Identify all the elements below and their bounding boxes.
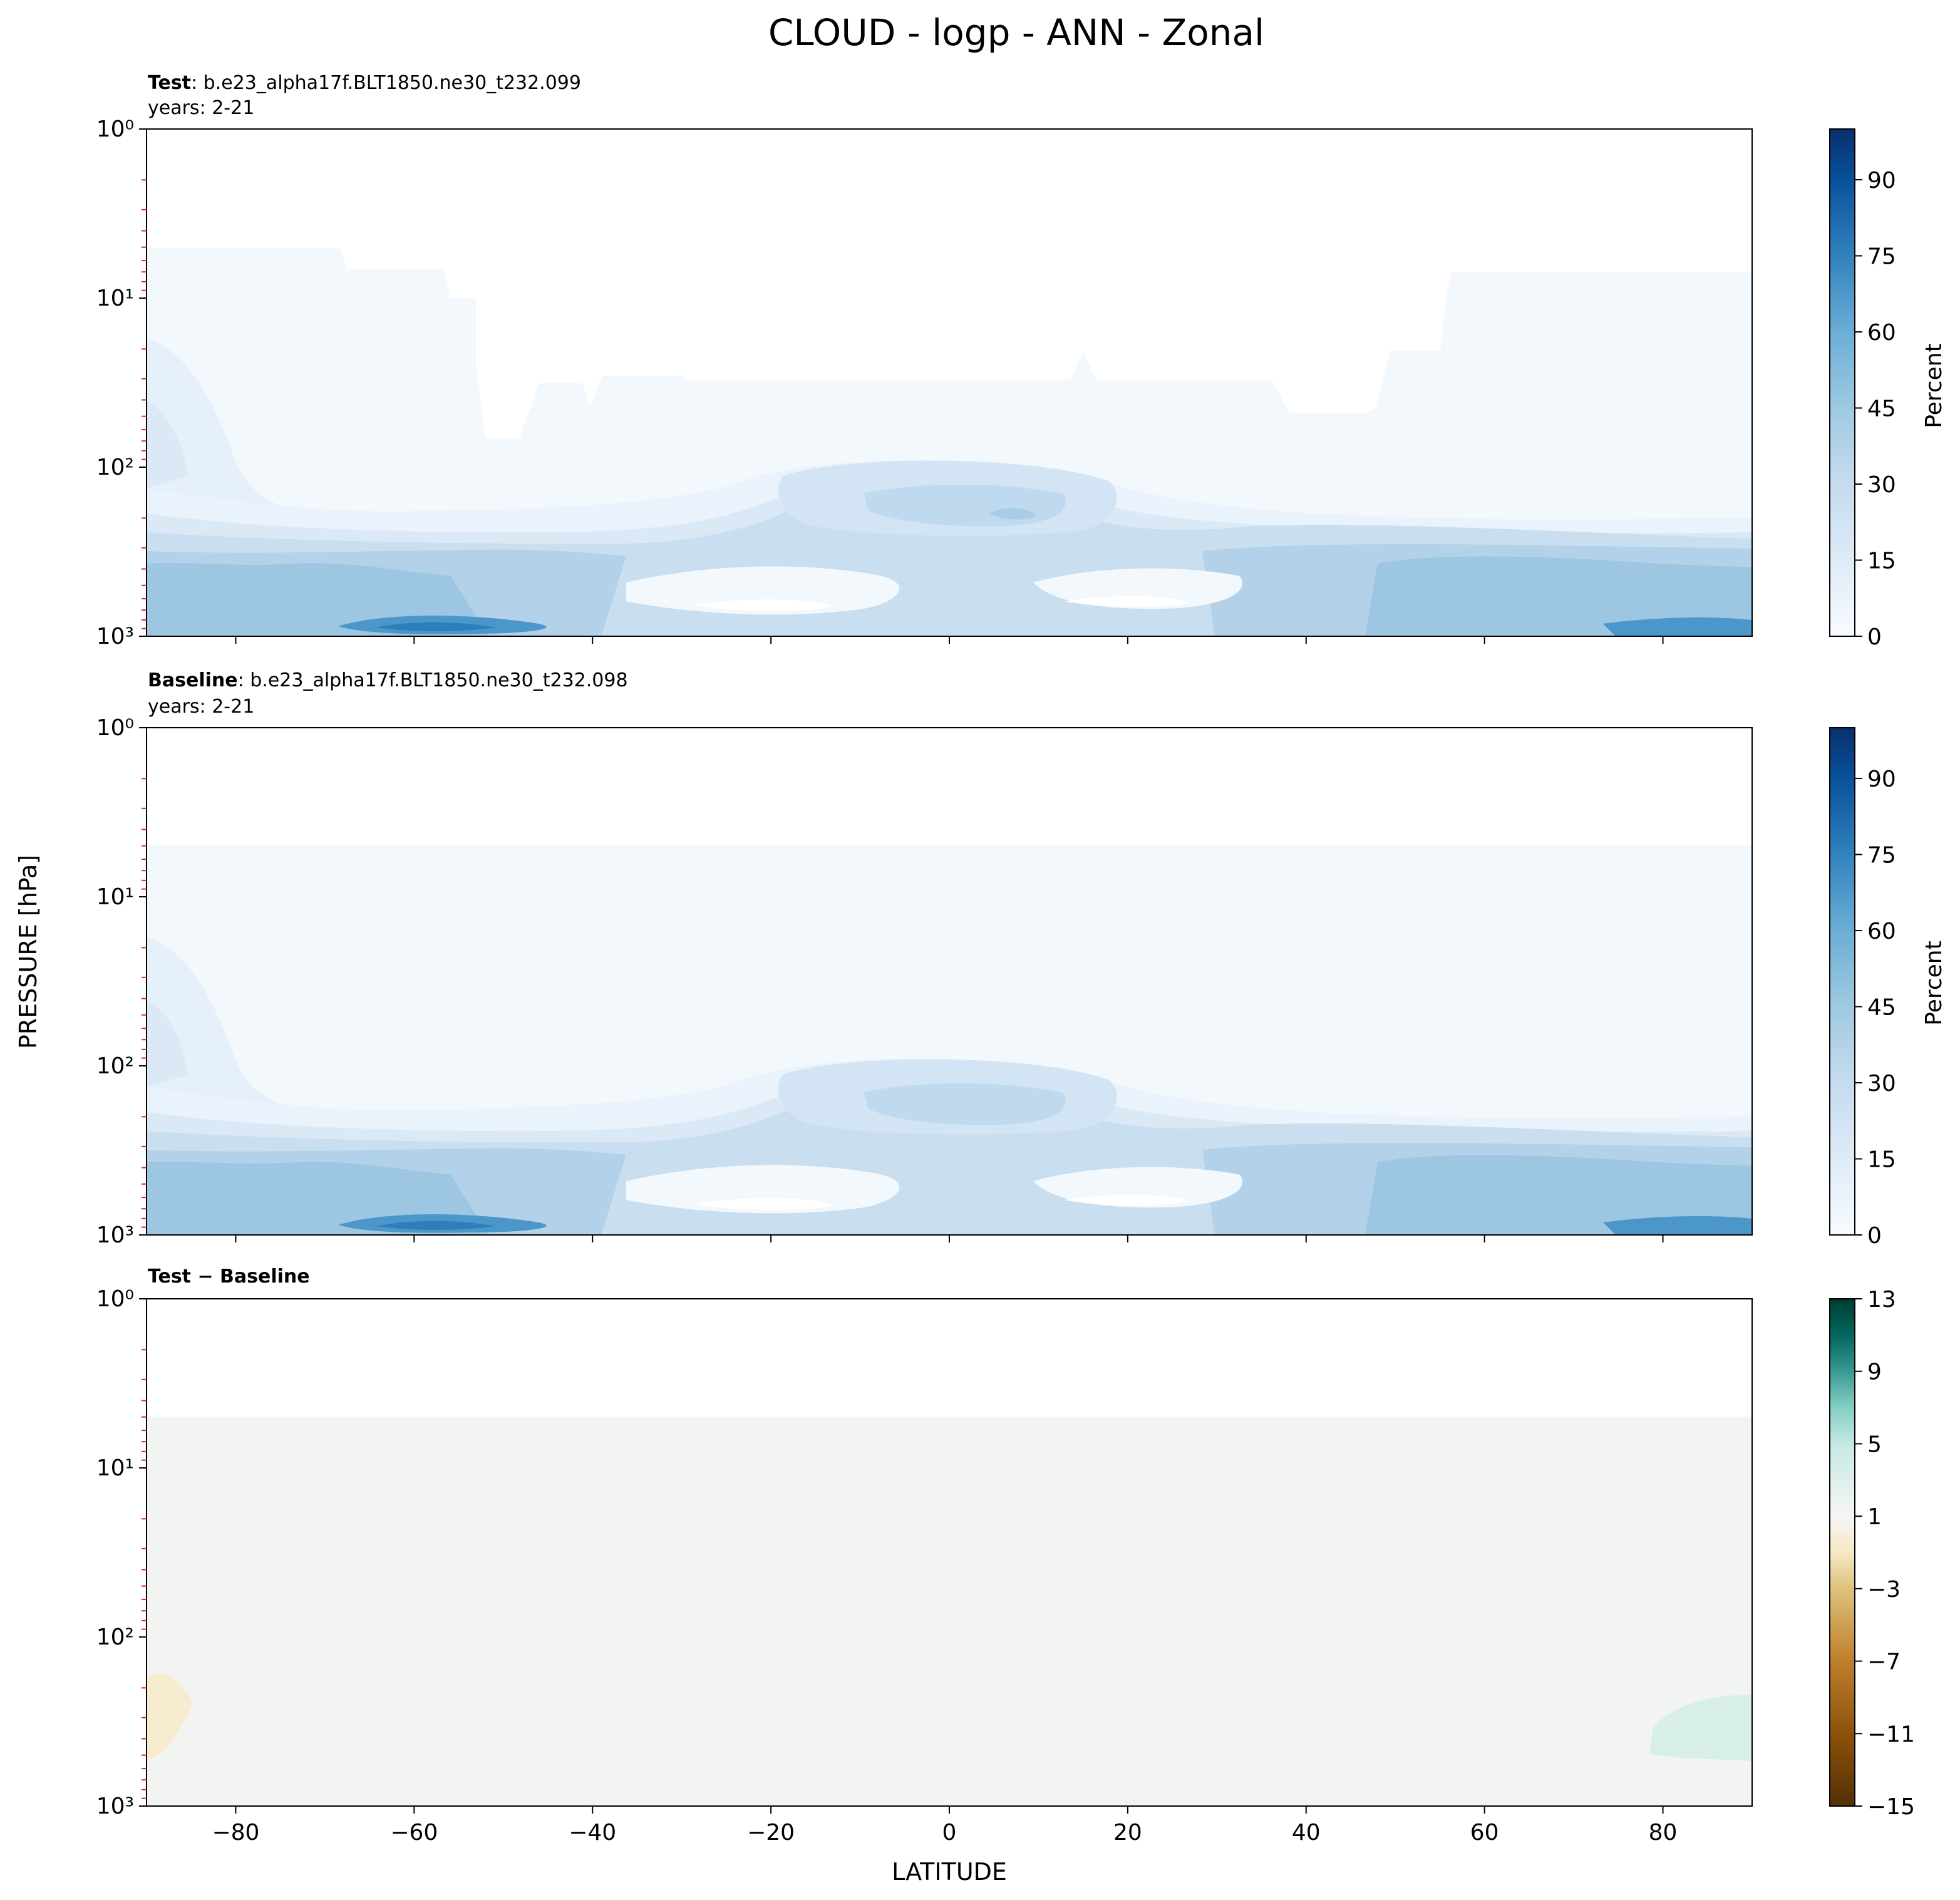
panel-test: Test: b.e23_alpha17f.BLT1850.ne30_t232.0… [96,72,1947,650]
colorbar-baseline-label: Percent [1921,941,1947,1025]
x-tick-label: −80 [212,1820,259,1846]
x-tick-labels: −80 −60 −40 −20 0 20 40 60 80 [212,1820,1677,1846]
y-tick-label: 10³ [96,1222,134,1248]
colorbar-tick-label: 90 [1867,767,1896,792]
colorbar-tick-label: −15 [1867,1794,1915,1820]
panel-test-x-ticks [235,636,1664,644]
colorbar-tick-label: 90 [1867,168,1896,194]
x-tick-label: 60 [1470,1820,1499,1846]
y-tick-label: 10⁰ [96,116,134,142]
x-tick-label: 20 [1113,1820,1142,1846]
x-tick-label: 40 [1292,1820,1321,1846]
x-tick-label: −60 [390,1820,438,1846]
colorbar-tick-label: 15 [1867,549,1896,574]
colorbar-tick-label: 75 [1867,244,1896,270]
y-tick-label: 10¹ [96,286,134,311]
panel-test-y-ticks: 10⁰ 10¹ 10² 10³ [96,116,147,649]
y-tick-label: 10⁰ [96,715,134,741]
colorbar-baseline: 0 15 30 45 60 75 90 Percent [1829,727,1947,1249]
x-tick-label: −20 [747,1820,795,1846]
x-axis-label: LATITUDE [892,1858,1007,1886]
y-tick-label: 10¹ [96,1455,134,1481]
colorbar-tick-label: −7 [1867,1650,1901,1675]
panel-test-title-rest: : b.e23_alpha17f.BLT1850.ne30_t232.099 [191,72,581,94]
colorbar-test: 0 15 30 45 60 75 90 Percent [1829,128,1947,650]
colorbar-tick-label: 75 [1867,843,1896,869]
panel-test-field [147,129,1752,636]
panel-difference-field [147,1299,1752,1806]
panel-test-subtitle: years: 2-21 [148,97,254,119]
colorbar-tick-label: 60 [1867,320,1896,346]
colorbar-tick-label: 30 [1867,472,1896,498]
y-tick-label: 10¹ [96,884,134,910]
panel-test-minor-ticks [142,179,147,629]
colorbar-tick-label: 15 [1867,1147,1896,1173]
colorbar-tick-label: 13 [1867,1287,1896,1313]
y-tick-label: 10⁰ [96,1286,134,1312]
panel-baseline-field [147,728,1752,1235]
panel-baseline-title-rest: : b.e23_alpha17f.BLT1850.ne30_t232.098 [238,669,628,691]
y-axis-label: PRESSURE [hPa] [14,855,42,1049]
panel-baseline-subtitle: years: 2-21 [148,696,254,718]
panel-baseline-title-bold: Baseline [148,669,238,691]
colorbar-tick-label: 45 [1867,995,1896,1021]
panel-test-title-bold: Test [148,72,191,94]
figure-title: CLOUD - logp - ANN - Zonal [768,11,1264,54]
colorbar-tick-label: 9 [1867,1360,1882,1385]
x-tick-label: 0 [942,1820,957,1846]
colorbar-tick-label: −3 [1867,1577,1901,1603]
colorbar-tick-label: 5 [1867,1432,1882,1457]
panel-baseline-x-ticks [235,1235,1664,1242]
colorbar-tick-label: 0 [1867,1223,1882,1249]
panel-difference-minor-ticks [142,1349,147,1799]
colorbar-difference: 13 9 5 1 −3 −7 −11 −15 [1829,1287,1915,1820]
panel-difference: Test − Baseline 10⁰ 10¹ 10² 10³ −80 −60 −4… [96,1266,1915,1846]
y-tick-label: 10² [96,1053,134,1079]
y-tick-label: 10² [96,455,134,480]
panel-baseline: Baseline: b.e23_alpha17f.BLT1850.ne30_t2… [96,669,1947,1249]
colorbar-tick-label: 0 [1867,624,1882,650]
y-tick-label: 10² [96,1624,134,1650]
x-tick-label: −40 [569,1820,616,1846]
panel-difference-y-ticks: 10⁰ 10¹ 10² 10³ [96,1286,147,1819]
panel-test-title: Test: b.e23_alpha17f.BLT1850.ne30_t232.0… [148,72,581,94]
panel-baseline-y-ticks: 10⁰ 10¹ 10² 10³ [96,715,147,1248]
panel-difference-x-ticks [235,1806,1664,1814]
y-tick-label: 10³ [96,1794,134,1819]
panel-baseline-title: Baseline: b.e23_alpha17f.BLT1850.ne30_t2… [148,669,628,691]
colorbar-tick-label: 60 [1867,919,1896,944]
colorbar-tick-label: 1 [1867,1504,1882,1530]
x-tick-label: 80 [1649,1820,1678,1846]
colorbar-tick-label: 30 [1867,1071,1896,1097]
y-tick-label: 10³ [96,624,134,649]
colorbar-test-label: Percent [1921,343,1947,428]
panel-difference-title: Test − Baseline [148,1266,310,1288]
colorbar-tick-label: −11 [1867,1722,1915,1747]
panel-baseline-minor-ticks [142,778,147,1228]
colorbar-tick-label: 45 [1867,396,1896,422]
